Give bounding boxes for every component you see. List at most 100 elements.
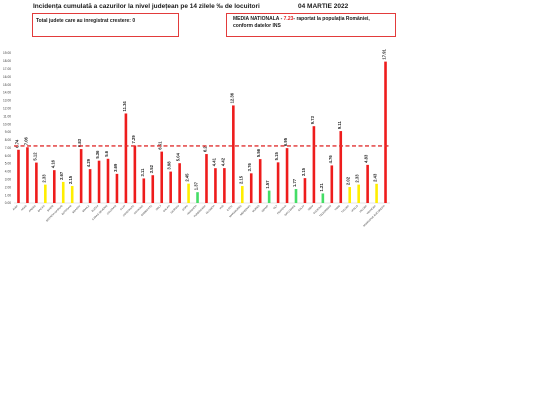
bar <box>267 190 271 203</box>
y-tick-label: 10.00 <box>3 122 11 126</box>
bar <box>35 162 38 203</box>
bar <box>249 173 253 203</box>
bar-value-label: 6.95 <box>283 137 288 146</box>
x-category-label: MURES <box>252 204 261 213</box>
x-category-label: BRASOV <box>72 204 82 214</box>
bar <box>285 148 289 203</box>
y-tick-label: 3.00 <box>5 178 11 182</box>
x-category-label: BACAU <box>37 204 45 212</box>
x-category-label: BUZAU <box>91 204 99 212</box>
y-tick-label: 13.00 <box>3 99 11 103</box>
bar-value-label: 2.02 <box>346 176 351 185</box>
chart-date: 04 MARTIE 2022 <box>298 3 349 10</box>
bar-value-label: 3.15 <box>301 167 306 176</box>
y-tick-label: 17.00 <box>3 67 11 71</box>
bar <box>169 171 172 203</box>
bar-value-label: 1.37 <box>194 181 199 190</box>
x-category-label: HARGHITA <box>187 204 198 215</box>
y-tick-label: 1.00 <box>5 193 11 197</box>
bar <box>312 126 316 203</box>
bar <box>124 113 128 203</box>
bar-value-label: 3.52 <box>149 164 154 173</box>
bar-value-label: 5.56 <box>256 148 261 157</box>
bar <box>70 186 74 203</box>
bar-value-label: 6.83 <box>77 138 82 147</box>
bar-value-label: 7.06 <box>23 136 28 145</box>
bar-value-label: 4.42 <box>220 157 225 166</box>
x-category-label: SUCEAVA <box>313 204 324 215</box>
bar <box>357 184 360 203</box>
x-category-label: IASI <box>219 204 225 210</box>
bar-value-label: 2.67 <box>59 171 64 180</box>
bar-value-label: 6.2 <box>202 146 207 152</box>
bar <box>348 187 352 203</box>
y-tick-label: 0.00 <box>5 201 11 205</box>
bar-value-label: 4.76 <box>328 155 333 164</box>
bar-value-label: 3.11 <box>140 168 145 177</box>
x-category-label: GORJ <box>182 204 190 212</box>
y-tick-label: 6.00 <box>5 154 11 158</box>
x-category-label: TULCEA <box>341 204 350 213</box>
bar <box>160 151 164 203</box>
y-tick-label: 5.00 <box>5 162 11 166</box>
bar <box>196 192 199 203</box>
bar <box>142 178 146 203</box>
y-tick-label: 11.00 <box>3 114 11 118</box>
x-category-label: ARGES <box>28 204 37 213</box>
x-category-label: VRANCEA <box>366 204 377 215</box>
x-category-label: VASLUI <box>351 204 359 212</box>
bar-value-label: 5.36 <box>95 150 100 159</box>
chart-title: Incidența cumulată a cazurilor la nivel … <box>33 3 260 10</box>
growth-summary-text: Total judete care au inregistrat crester… <box>36 18 136 24</box>
bar-value-label: 5.15 <box>274 152 279 161</box>
bar-value-label: 9.11 <box>337 120 342 129</box>
y-tick-label: 8.00 <box>5 138 11 142</box>
national-average-box: MEDIA NATIONALA - 7.23- raportat la popu… <box>226 13 396 37</box>
bar-value-label: 6.74 <box>14 139 19 148</box>
bar <box>232 105 235 203</box>
bar <box>223 168 226 203</box>
bar-value-label: 4.83 <box>364 154 369 163</box>
y-tick-label: 15.00 <box>3 83 11 87</box>
bar-value-label: 1.77 <box>292 178 297 187</box>
bar <box>321 193 325 203</box>
bar-value-label: 1.21 <box>319 183 324 192</box>
y-tick-label: 2.00 <box>5 185 11 189</box>
bar-value-label: 17.91 <box>382 48 387 59</box>
x-category-label: CLUJ <box>120 204 127 211</box>
bar-value-label: 3.69 <box>113 163 118 172</box>
y-tick-label: 18.00 <box>3 59 11 63</box>
bar <box>205 154 208 203</box>
bar <box>17 149 20 203</box>
y-tick-label: 4.00 <box>5 170 11 174</box>
y-tick-label: 14.00 <box>3 91 11 95</box>
x-category-label: DOLJ <box>155 204 162 211</box>
x-category-label: TIMIS <box>334 204 341 211</box>
bar-value-label: 7.29 <box>131 135 136 144</box>
x-category-label: BOTOSANI <box>61 204 72 215</box>
bar <box>178 163 181 203</box>
bar-value-label: 4.16 <box>50 159 55 168</box>
bar <box>366 164 369 203</box>
bar-value-label: 2.15 <box>68 175 73 184</box>
x-category-label: IALOMITA <box>205 204 215 214</box>
bar <box>384 61 387 204</box>
bar <box>52 170 56 203</box>
bar-value-label: 2.33 <box>41 174 46 183</box>
bar-value-label: 6.51 <box>158 141 163 150</box>
x-category-label: SALAJ <box>298 204 306 212</box>
bar-value-label: 2.33 <box>355 174 360 183</box>
bar <box>106 158 110 203</box>
national-average-suffix: - raportat la populația României, <box>293 16 370 22</box>
bar-value-label: 5.04 <box>176 152 181 161</box>
growth-summary-box: Total judete care au inregistrat crester… <box>32 13 179 37</box>
x-category-label: SIBIU <box>307 204 314 211</box>
x-category-label: PRAHOVA <box>277 204 288 215</box>
x-category-label: ARAD <box>21 204 28 211</box>
bar <box>151 175 155 203</box>
y-tick-label: 7.00 <box>5 146 11 150</box>
bar <box>339 131 343 203</box>
x-category-label: NEAMT <box>261 204 270 213</box>
bar-value-label: 4.41 <box>211 157 216 166</box>
